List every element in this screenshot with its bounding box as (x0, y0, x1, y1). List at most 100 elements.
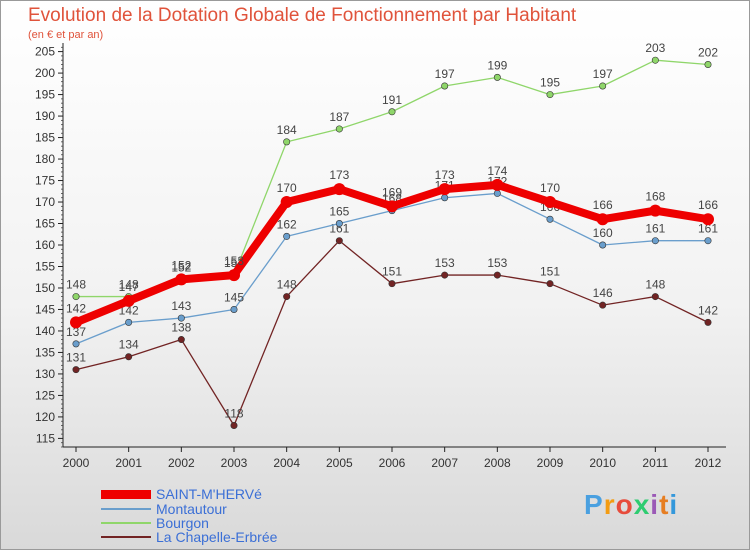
x-tick-label: 2004 (273, 456, 300, 470)
data-point (704, 318, 712, 326)
y-tick-label: 145 (35, 302, 55, 316)
data-point (70, 316, 82, 329)
data-label: 170 (277, 181, 297, 195)
y-tick-label: 175 (35, 174, 55, 188)
data-label: 151 (540, 265, 560, 279)
legend-label: Montautour (156, 501, 227, 517)
data-point (493, 189, 501, 197)
data-label: 152 (171, 258, 191, 272)
data-label: 151 (382, 265, 402, 279)
data-label: 145 (224, 290, 244, 304)
x-tick-label: 2003 (221, 456, 248, 470)
data-label: 160 (593, 226, 613, 240)
x-tick-label: 2005 (326, 456, 353, 470)
y-tick-label: 120 (35, 410, 55, 424)
data-point (441, 82, 449, 90)
data-point (651, 237, 659, 245)
data-point (335, 220, 343, 228)
data-label: 147 (119, 280, 139, 294)
data-point (546, 215, 554, 223)
y-tick-label: 190 (35, 109, 55, 123)
y-tick-label: 155 (35, 259, 55, 273)
data-point (283, 232, 291, 240)
data-point (72, 340, 80, 348)
logo-letter: r (603, 489, 616, 520)
legend-swatch (101, 522, 151, 524)
data-label: 142 (66, 301, 86, 315)
data-point (333, 183, 346, 196)
logo-letter: i (650, 489, 660, 520)
y-tick-label: 135 (35, 345, 55, 359)
data-point (546, 280, 554, 288)
chart-subtitle: (en € et par an) (28, 29, 104, 41)
data-point (228, 269, 240, 282)
data-point (651, 293, 659, 301)
data-label: 199 (487, 58, 507, 72)
data-label: 168 (645, 190, 665, 204)
data-point (441, 271, 449, 279)
data-point (441, 194, 449, 202)
data-label: 153 (487, 256, 507, 270)
y-tick-label: 115 (36, 431, 55, 445)
data-label: 174 (487, 164, 507, 178)
logo-letter: x (633, 489, 651, 520)
data-point (335, 125, 343, 133)
logo-letter: t (659, 489, 670, 520)
data-point (125, 353, 133, 361)
data-label: 162 (277, 217, 297, 231)
y-tick-label: 130 (35, 367, 55, 381)
data-point (72, 293, 80, 301)
data-label: 170 (540, 181, 560, 195)
logo-letter: P (584, 489, 604, 520)
data-label: 142 (698, 303, 718, 317)
x-tick-label: 2012 (695, 456, 722, 470)
data-point (230, 305, 238, 313)
data-point (702, 213, 714, 226)
data-label: 187 (329, 110, 349, 124)
x-tick-label: 2000 (63, 456, 90, 470)
legend-swatch (101, 508, 151, 510)
data-label: 148 (645, 278, 665, 292)
data-point (122, 294, 135, 307)
data-label: 161 (698, 222, 718, 236)
data-point (388, 280, 396, 288)
x-tick-label: 2009 (537, 456, 564, 470)
legend-label: La Chapelle-Erbrée (156, 529, 278, 545)
proxiti-logo: Proxiti (584, 489, 678, 521)
data-point (386, 200, 398, 213)
x-tick-label: 2008 (484, 456, 511, 470)
data-point (704, 60, 712, 68)
data-label: 195 (540, 76, 560, 90)
data-label: 169 (382, 185, 402, 199)
legend-swatch (101, 490, 151, 499)
data-point (177, 336, 185, 344)
legend-label: SAINT-M'HERVé (156, 486, 262, 502)
data-point (599, 82, 607, 90)
legend-swatch (101, 536, 151, 538)
data-label: 165 (329, 205, 349, 219)
chart-title: Evolution de la Dotation Globale de Fonc… (28, 5, 577, 26)
data-label: 197 (435, 67, 455, 81)
data-label: 137 (66, 325, 86, 339)
data-label: 134 (119, 338, 139, 352)
data-label: 173 (329, 168, 349, 182)
y-tick-label: 205 (35, 45, 55, 59)
y-tick-label: 195 (35, 88, 55, 102)
data-label: 191 (382, 93, 402, 107)
x-tick-label: 2011 (642, 456, 668, 470)
data-label: 138 (171, 321, 191, 335)
x-tick-label: 2010 (589, 456, 616, 470)
data-point (335, 237, 343, 245)
data-point (72, 366, 80, 374)
y-tick-label: 160 (35, 238, 55, 252)
x-tick-label: 2002 (168, 456, 195, 470)
data-point (493, 73, 501, 81)
y-tick-label: 185 (35, 131, 55, 145)
data-point (651, 56, 659, 64)
x-tick-label: 2007 (431, 456, 458, 470)
data-label: 161 (645, 222, 665, 236)
data-point (491, 178, 504, 191)
data-point (280, 196, 293, 209)
data-label: 197 (593, 67, 613, 81)
data-point (125, 318, 133, 326)
